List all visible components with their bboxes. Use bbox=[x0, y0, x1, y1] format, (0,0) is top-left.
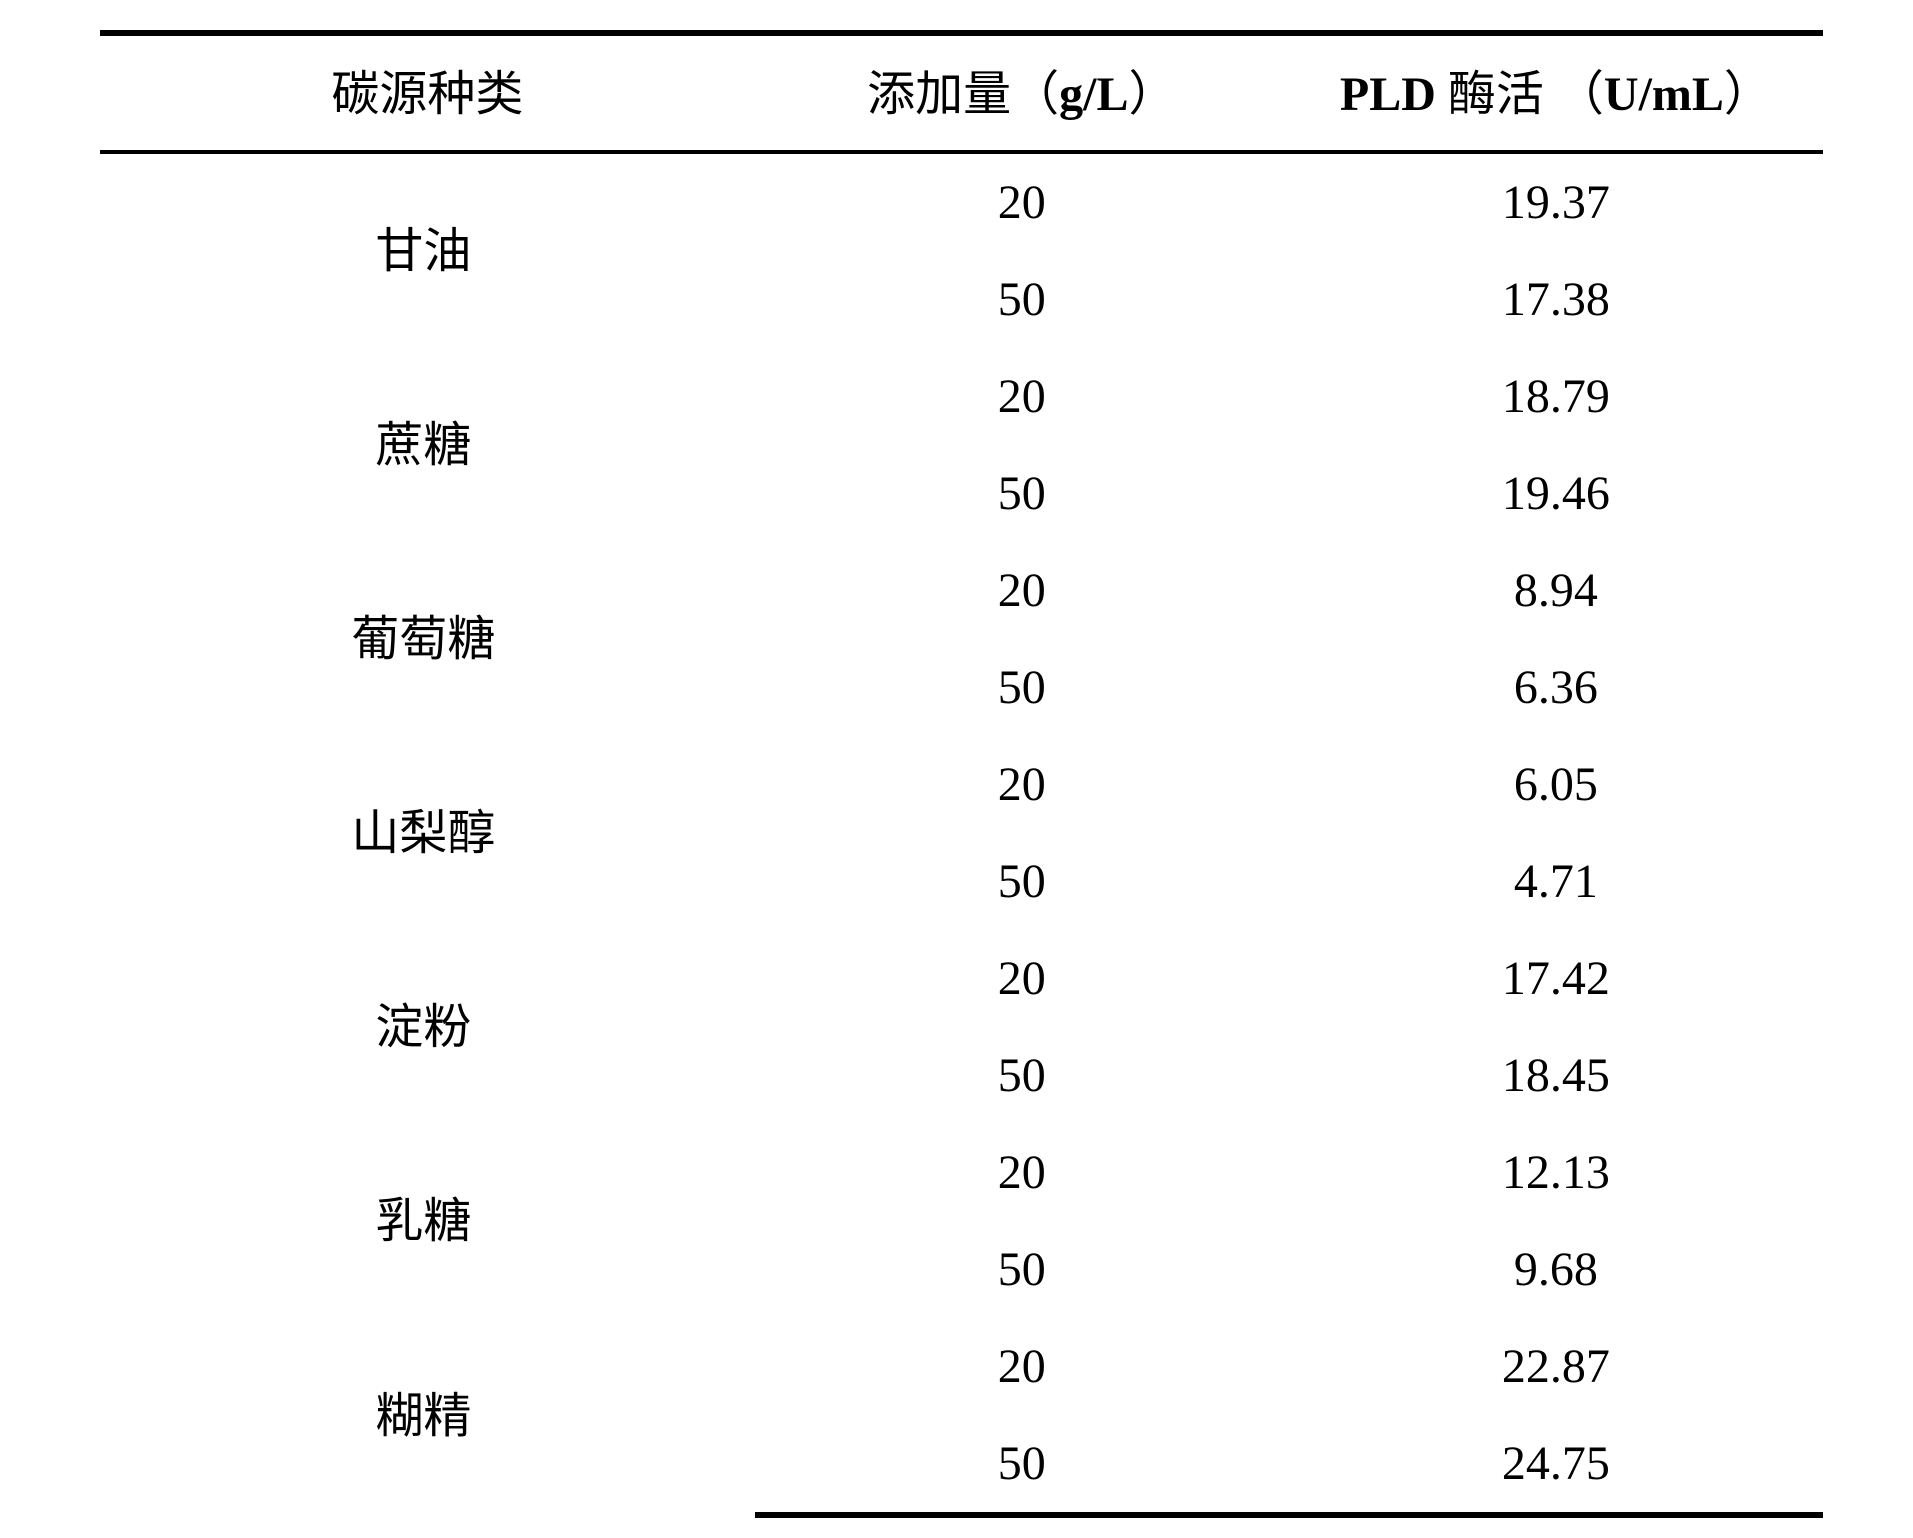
cell-amount: 50 bbox=[755, 1415, 1289, 1515]
cell-amount: 50 bbox=[755, 251, 1289, 348]
cell-carbon-type: 乳糖 bbox=[100, 1124, 755, 1318]
col-header-pld-prefix: PLD bbox=[1340, 68, 1436, 121]
cell-amount: 20 bbox=[755, 152, 1289, 251]
carbon-source-table-container: 碳源种类 添加量（g/L） PLD 酶活 （U/mL） 甘油 20 19.37 … bbox=[0, 0, 1913, 1538]
cell-pld: 12.13 bbox=[1289, 1124, 1823, 1221]
table-row: 甘油 20 19.37 bbox=[100, 152, 1823, 251]
cell-pld: 4.71 bbox=[1289, 833, 1823, 930]
table-row: 糊精 20 22.87 bbox=[100, 1318, 1823, 1415]
cell-amount: 50 bbox=[755, 833, 1289, 930]
col-header-amount: 添加量（g/L） bbox=[755, 33, 1289, 152]
cell-amount: 20 bbox=[755, 542, 1289, 639]
table-row: 葡萄糖 20 8.94 bbox=[100, 542, 1823, 639]
cell-pld: 6.36 bbox=[1289, 639, 1823, 736]
cell-amount: 50 bbox=[755, 1221, 1289, 1318]
col-header-pld-mid: 酶活 （ bbox=[1436, 68, 1604, 121]
col-header-carbon-type-text: 碳源种类 bbox=[331, 68, 523, 121]
cell-amount: 20 bbox=[755, 930, 1289, 1027]
col-header-pld: PLD 酶活 （U/mL） bbox=[1289, 33, 1823, 152]
col-header-amount-prefix: 添加量（ bbox=[867, 68, 1059, 121]
col-header-carbon-type: 碳源种类 bbox=[100, 33, 755, 152]
table-header-row: 碳源种类 添加量（g/L） PLD 酶活 （U/mL） bbox=[100, 33, 1823, 152]
cell-pld: 24.75 bbox=[1289, 1415, 1823, 1515]
cell-pld: 6.05 bbox=[1289, 736, 1823, 833]
cell-amount: 20 bbox=[755, 348, 1289, 445]
cell-amount: 50 bbox=[755, 445, 1289, 542]
cell-pld: 19.46 bbox=[1289, 445, 1823, 542]
cell-amount: 20 bbox=[755, 1124, 1289, 1221]
cell-amount: 20 bbox=[755, 736, 1289, 833]
cell-carbon-type: 蔗糖 bbox=[100, 348, 755, 542]
cell-pld: 8.94 bbox=[1289, 542, 1823, 639]
cell-carbon-type: 淀粉 bbox=[100, 930, 755, 1124]
cell-carbon-type: 葡萄糖 bbox=[100, 542, 755, 736]
col-header-pld-suffix: ） bbox=[1724, 68, 1772, 121]
col-header-pld-unit: U/mL bbox=[1604, 68, 1724, 121]
cell-pld: 17.42 bbox=[1289, 930, 1823, 1027]
carbon-source-table: 碳源种类 添加量（g/L） PLD 酶活 （U/mL） 甘油 20 19.37 … bbox=[100, 30, 1823, 1518]
table-body: 甘油 20 19.37 50 17.38 蔗糖 20 18.79 50 19.4… bbox=[100, 152, 1823, 1515]
col-header-amount-unit: g/L bbox=[1059, 68, 1128, 121]
cell-carbon-type: 甘油 bbox=[100, 152, 755, 348]
table-row: 山梨醇 20 6.05 bbox=[100, 736, 1823, 833]
cell-pld: 18.45 bbox=[1289, 1027, 1823, 1124]
cell-pld: 9.68 bbox=[1289, 1221, 1823, 1318]
table-row: 乳糖 20 12.13 bbox=[100, 1124, 1823, 1221]
cell-amount: 50 bbox=[755, 639, 1289, 736]
cell-carbon-type: 山梨醇 bbox=[100, 736, 755, 930]
table-row: 蔗糖 20 18.79 bbox=[100, 348, 1823, 445]
cell-pld: 17.38 bbox=[1289, 251, 1823, 348]
cell-amount: 20 bbox=[755, 1318, 1289, 1415]
table-row: 淀粉 20 17.42 bbox=[100, 930, 1823, 1027]
cell-pld: 18.79 bbox=[1289, 348, 1823, 445]
col-header-amount-suffix: ） bbox=[1128, 68, 1176, 121]
cell-carbon-type: 糊精 bbox=[100, 1318, 755, 1515]
cell-pld: 22.87 bbox=[1289, 1318, 1823, 1415]
cell-pld: 19.37 bbox=[1289, 152, 1823, 251]
cell-amount: 50 bbox=[755, 1027, 1289, 1124]
